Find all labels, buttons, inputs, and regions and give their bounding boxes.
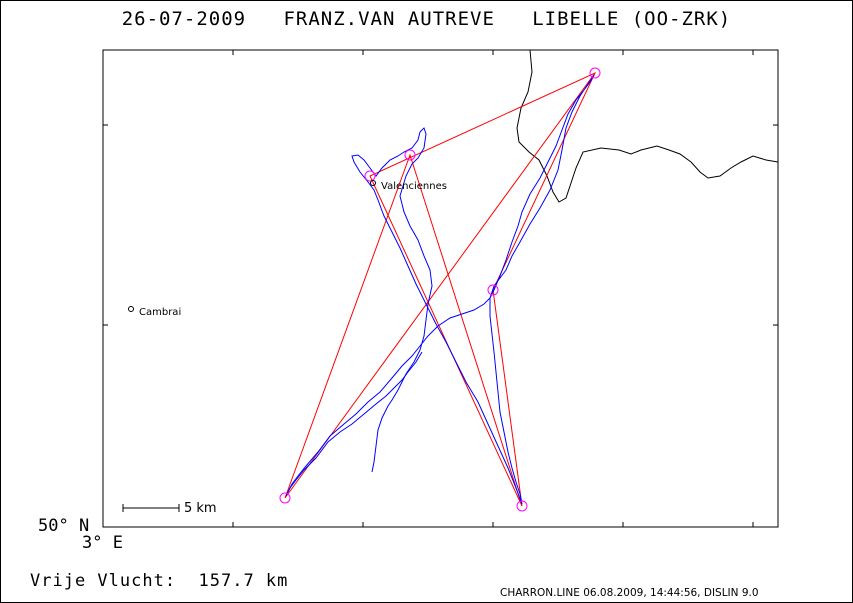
gps-track [287, 74, 595, 505]
gps-track-segment [285, 351, 423, 497]
scale-label: 5 km [184, 501, 217, 516]
latitude-label: 50° N [38, 516, 90, 536]
turnpoints [279, 67, 601, 512]
cambrai-marker [128, 306, 134, 312]
town-label-cambrai: Cambrai [139, 307, 182, 318]
turnpoint-marker [487, 284, 499, 296]
town-label-valenciennes: Valenciennes [381, 181, 447, 192]
page-title: 26-07-2009 FRANZ.VAN AUTREVE LIBELLE (OO… [121, 8, 732, 30]
turnpoint-marker [589, 67, 601, 79]
valenciennes-marker [370, 180, 376, 186]
country-border [516, 49, 779, 203]
longitude-label: 3° E [82, 533, 123, 553]
scale-bar [122, 504, 180, 512]
turnpoint-marker [516, 500, 528, 512]
task-line [284, 71, 597, 507]
turnpoint-marker [404, 149, 416, 161]
footer-info: CHARRON.LINE 06.08.2009, 14:44:56, DISLI… [500, 587, 759, 599]
map-border [102, 49, 779, 528]
turnpoint-marker [364, 170, 376, 182]
axis-ticks [103, 50, 778, 527]
turnpoint-marker [279, 492, 291, 504]
flight-distance-label: Vrije Vlucht: 157.7 km [30, 571, 289, 591]
